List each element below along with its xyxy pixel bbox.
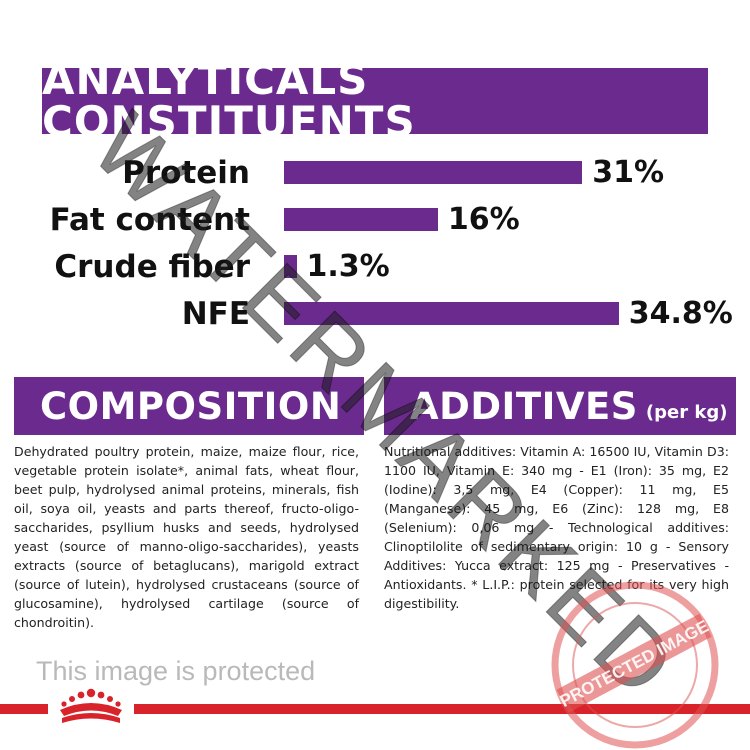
nutrient-bar xyxy=(284,302,619,325)
composition-title: COMPOSITION xyxy=(40,384,342,428)
nutrient-value: 34.8% xyxy=(628,296,733,331)
nutrient-bar xyxy=(284,208,438,231)
nutrient-value: 16% xyxy=(447,202,520,237)
nutrient-row: Protein 31% xyxy=(0,155,750,191)
protected-stamp: PROTECTED IMAGE xyxy=(548,578,722,750)
nutrient-label: Crude fiber xyxy=(54,249,250,285)
additives-subtitle: (per kg) xyxy=(645,401,728,423)
composition-header: COMPOSITION xyxy=(14,377,364,435)
analyticals-header: ANALYTICALS CONSTITUENTS xyxy=(42,59,708,143)
nutrient-row: Fat content 16% xyxy=(0,202,750,238)
analyticals-title: ANALYTICALS CONSTITUENTS xyxy=(42,55,416,146)
nutrient-value: 1.3% xyxy=(306,249,390,284)
protected-notice: This image is protected xyxy=(36,656,316,686)
additives-header: ADDITIVES (per kg) xyxy=(384,377,736,435)
nutrient-value: 31% xyxy=(592,155,665,190)
bottom-red-rule xyxy=(0,704,750,714)
nutrient-label: Fat content xyxy=(49,202,250,238)
nutrient-row: Crude fiber 1.3% xyxy=(0,249,750,285)
nutrient-row: NFE 34.8% xyxy=(0,296,750,332)
additives-text: Nutritional additives: Vitamin A: 16500 … xyxy=(384,444,729,611)
nutrient-bar xyxy=(284,161,583,184)
crown-logo xyxy=(48,686,134,728)
additives-title: ADDITIVES xyxy=(410,384,638,428)
nutrient-label: NFE xyxy=(181,296,250,332)
composition-text: Dehydrated poultry protein, maize, maize… xyxy=(14,444,359,630)
nutrient-bar xyxy=(284,255,297,278)
nutrient-label: Protein xyxy=(122,155,250,191)
